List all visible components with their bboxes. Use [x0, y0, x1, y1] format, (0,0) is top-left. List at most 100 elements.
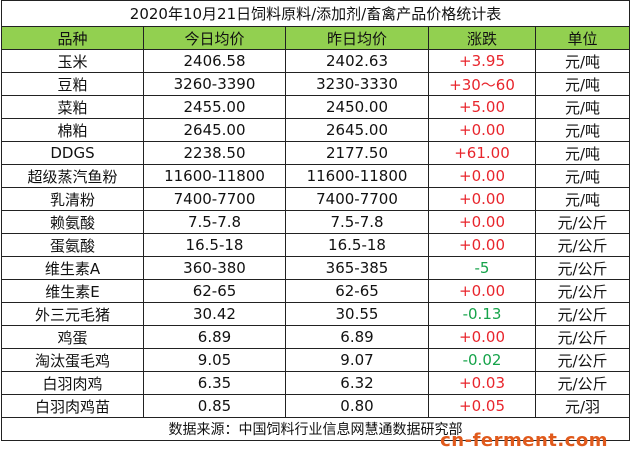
- table-cell: -5: [428, 256, 536, 280]
- watermark: cn-ferment.com: [440, 430, 608, 451]
- table-cell: 元/吨: [534, 187, 630, 211]
- table-cell: +5.00: [428, 95, 536, 119]
- table-cell: 元/羽: [534, 394, 630, 418]
- table-row: 豆粕 3260-3390 3230-3330 +30～60 元/吨: [1, 72, 630, 96]
- table-cell: 3230-3330: [285, 72, 429, 96]
- column-header: 涨跌: [428, 26, 536, 50]
- table-cell: 2450.00: [285, 95, 429, 119]
- table-cell: 超级蒸汽鱼粉: [1, 164, 144, 188]
- table-cell: 维生素A: [1, 256, 144, 280]
- table-cell: 3260-3390: [143, 72, 286, 96]
- table-cell: -0.02: [428, 348, 536, 372]
- table-row: 菜粕 2455.00 2450.00 +5.00 元/吨: [1, 95, 630, 119]
- table-row: 赖氨酸 7.5-7.8 7.5-7.8 +0.00 元/公斤: [1, 210, 630, 234]
- table-cell: 元/吨: [534, 95, 630, 119]
- table-cell: 2177.50: [285, 141, 429, 165]
- table-row: 维生素A 360-380 365-385 -5 元/公斤: [1, 256, 630, 280]
- table-cell: 元/公斤: [534, 371, 630, 395]
- table-cell: +61.00: [428, 141, 536, 165]
- table-cell: +0.05: [428, 394, 536, 418]
- table-cell: 2645.00: [143, 118, 286, 142]
- table-cell: 365-385: [285, 256, 429, 280]
- footer-row: 数据来源：中国饲料行业信息网慧通数据研究部: [0, 417, 630, 441]
- header-row: 品种 今日均价 昨日均价 涨跌 单位: [1, 26, 630, 50]
- table-cell: 元/公斤: [534, 210, 630, 234]
- column-header: 今日均价: [143, 26, 286, 50]
- table-cell: 62-65: [285, 279, 429, 303]
- table-row: 外三元毛猪 30.42 30.55 -0.13 元/公斤: [1, 302, 630, 326]
- column-header: 品种: [1, 26, 144, 50]
- table-cell: +0.00: [428, 233, 536, 257]
- table-cell: 30.42: [143, 302, 286, 326]
- title-row: 2020年10月21日饲料原料/添加剂/畜禽产品价格统计表: [0, 0, 630, 27]
- table-cell: +0.00: [428, 325, 536, 349]
- table-cell: 外三元毛猪: [1, 302, 144, 326]
- price-table: 2020年10月21日饲料原料/添加剂/畜禽产品价格统计表 品种 今日均价 昨日均价…: [0, 0, 630, 441]
- table-cell: 蛋氨酸: [1, 233, 144, 257]
- table-row: 棉粕 2645.00 2645.00 +0.00 元/吨: [1, 118, 630, 142]
- table-cell: 棉粕: [1, 118, 144, 142]
- table-title: 2020年10月21日饲料原料/添加剂/畜禽产品价格统计表: [0, 0, 630, 27]
- table-cell: 元/公斤: [534, 302, 630, 326]
- table-cell: 2238.50: [143, 141, 286, 165]
- table-cell: 2406.58: [143, 49, 286, 73]
- table-cell: 玉米: [1, 49, 144, 73]
- table-cell: 淘汰蛋毛鸡: [1, 348, 144, 372]
- table-cell: 赖氨酸: [1, 210, 144, 234]
- source-note: 数据来源：中国饲料行业信息网慧通数据研究部: [0, 417, 630, 441]
- table-cell: 11600-11800: [285, 164, 429, 188]
- table-cell: +0.03: [428, 371, 536, 395]
- table-row: 玉米 2406.58 2402.63 +3.95 元/吨: [1, 49, 630, 73]
- table-cell: 7400-7700: [285, 187, 429, 211]
- table-cell: 11600-11800: [143, 164, 286, 188]
- table-cell: 62-65: [143, 279, 286, 303]
- table-cell: 2645.00: [285, 118, 429, 142]
- table-cell: 菜粕: [1, 95, 144, 119]
- table-cell: 2402.63: [285, 49, 429, 73]
- table-cell: 6.89: [285, 325, 429, 349]
- table-row: 白羽肉鸡 6.35 6.32 +0.03 元/公斤: [1, 371, 630, 395]
- table-cell: +3.95: [428, 49, 536, 73]
- table-cell: 360-380: [143, 256, 286, 280]
- table-cell: 乳清粉: [1, 187, 144, 211]
- table-cell: 元/公斤: [534, 325, 630, 349]
- table-cell: 元/吨: [534, 141, 630, 165]
- table-cell: 元/吨: [534, 72, 630, 96]
- table-cell: 元/公斤: [534, 256, 630, 280]
- table-cell: +0.00: [428, 164, 536, 188]
- table-cell: 7.5-7.8: [285, 210, 429, 234]
- table-cell: 30.55: [285, 302, 429, 326]
- table-row: 维生素E 62-65 62-65 +0.00 元/公斤: [1, 279, 630, 303]
- table-cell: 6.35: [143, 371, 286, 395]
- table-cell: 6.89: [143, 325, 286, 349]
- table-cell: 元/公斤: [534, 348, 630, 372]
- table-cell: 16.5-18: [285, 233, 429, 257]
- table-row: 蛋氨酸 16.5-18 16.5-18 +0.00 元/公斤: [1, 233, 630, 257]
- table-cell: 元/吨: [534, 164, 630, 188]
- table-cell: 元/公斤: [534, 233, 630, 257]
- table-cell: 元/公斤: [534, 279, 630, 303]
- table-cell: 0.80: [285, 394, 429, 418]
- table-cell: +0.00: [428, 210, 536, 234]
- table-cell: +0.00: [428, 279, 536, 303]
- table-cell: 7400-7700: [143, 187, 286, 211]
- table-cell: 白羽肉鸡苗: [1, 394, 144, 418]
- table-row: 鸡蛋 6.89 6.89 +0.00 元/公斤: [1, 325, 630, 349]
- table-cell: +0.00: [428, 118, 536, 142]
- table-cell: 鸡蛋: [1, 325, 144, 349]
- table-row: DDGS 2238.50 2177.50 +61.00 元/吨: [1, 141, 630, 165]
- table-cell: +30～60: [428, 72, 536, 96]
- table-cell: -0.13: [428, 302, 536, 326]
- table-cell: 6.32: [285, 371, 429, 395]
- table-cell: 2455.00: [143, 95, 286, 119]
- table-cell: 白羽肉鸡: [1, 371, 144, 395]
- table-cell: 元/吨: [534, 118, 630, 142]
- table-cell: 16.5-18: [143, 233, 286, 257]
- table-cell: 9.07: [285, 348, 429, 372]
- table-cell: +0.00: [428, 187, 536, 211]
- table-cell: 豆粕: [1, 72, 144, 96]
- table-cell: 9.05: [143, 348, 286, 372]
- table-row: 白羽肉鸡苗 0.85 0.80 +0.05 元/羽: [1, 394, 630, 418]
- table-row: 超级蒸汽鱼粉 11600-11800 11600-11800 +0.00 元/吨: [1, 164, 630, 188]
